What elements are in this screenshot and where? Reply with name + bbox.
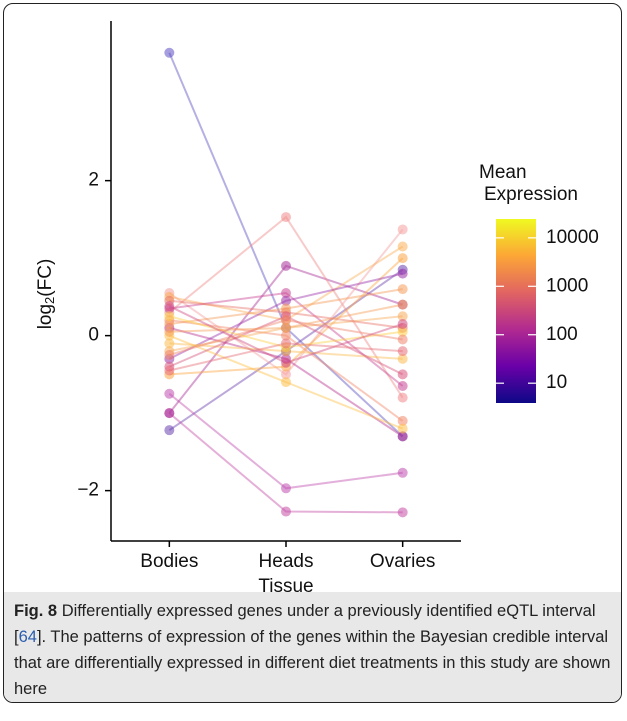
data-point: [164, 301, 175, 312]
caption-label: Fig. 8: [14, 602, 58, 620]
data-point: [397, 507, 408, 518]
caption: Fig. 8 Differentially expressed genes un…: [4, 592, 621, 702]
x-tick-label: Bodies: [140, 551, 198, 572]
data-point: [164, 388, 175, 399]
data-point: [397, 346, 408, 357]
data-point: [397, 381, 408, 392]
colorbar: [496, 219, 536, 403]
data-point: [281, 212, 291, 223]
data-point: [397, 423, 408, 434]
colorbar-title: Mean: [479, 162, 527, 183]
data-point: [397, 284, 408, 295]
data-point: [397, 431, 408, 442]
data-point: [164, 338, 175, 349]
y-tick-label: −2: [77, 480, 99, 501]
y-tick-label: 0: [88, 325, 99, 346]
data-point: [164, 319, 175, 330]
data-point: [397, 392, 408, 403]
colorbar-title: Expression: [484, 184, 578, 205]
data-point: [281, 260, 291, 271]
data-point: [281, 483, 291, 494]
series-line: [168, 412, 403, 514]
data-point: [281, 315, 291, 326]
data-point: [397, 241, 408, 252]
x-tick-label: Heads: [259, 551, 314, 572]
y-label-sub: 2: [42, 297, 57, 304]
data-point: [397, 369, 408, 380]
data-point: [164, 408, 175, 419]
data-point: [397, 268, 408, 279]
data-point: [397, 311, 408, 322]
data-point: [281, 322, 291, 333]
x-tick-label: Ovaries: [370, 551, 435, 572]
y-axis-label: log2(FC): [35, 259, 57, 330]
data-point: [281, 288, 291, 299]
data-point: [397, 299, 408, 310]
data-point: [164, 350, 175, 361]
y-tick-label: 2: [88, 170, 99, 191]
data-point: [281, 357, 291, 368]
chart: log2(FC) Tissue Mean Expression −202Bodi…: [35, 21, 599, 592]
data-point: [164, 365, 175, 376]
data-point: [397, 334, 408, 345]
caption-text: Differentially expressed genes under a p…: [14, 602, 596, 646]
colorbar-tick-label: 1000: [546, 275, 588, 296]
y-label-part: (FC): [35, 259, 56, 297]
data-point: [397, 224, 408, 235]
data-point: [397, 326, 408, 337]
data-point: [281, 369, 291, 380]
data-point: [397, 467, 408, 478]
data-point: [397, 415, 408, 426]
reference-link[interactable]: 64: [18, 628, 37, 646]
caption-text: ]. The patterns of expression of the gen…: [14, 628, 611, 698]
colorbar-tick-label: 100: [546, 324, 578, 345]
data-point: [164, 425, 175, 436]
data-point: [281, 303, 291, 314]
x-axis-label: Tissue: [258, 576, 313, 592]
colorbar-tick-label: 10000: [546, 227, 599, 248]
data-point: [164, 311, 175, 322]
data-point: [397, 253, 408, 264]
colorbar-tick-label: 10: [546, 372, 567, 393]
data-point: [397, 353, 408, 364]
data-point: [281, 506, 291, 517]
data-point: [281, 338, 291, 349]
data-point: [164, 47, 175, 58]
figure-frame: log2(FC) Tissue Mean Expression −2 0 2 Bodi…: [3, 3, 622, 703]
data-point: [164, 326, 175, 337]
data-point: [281, 330, 291, 341]
data-point: [281, 295, 291, 306]
series-line: [168, 392, 403, 490]
data-point: [397, 319, 408, 330]
data-point: [281, 377, 291, 388]
y-label-part: log: [35, 304, 56, 329]
